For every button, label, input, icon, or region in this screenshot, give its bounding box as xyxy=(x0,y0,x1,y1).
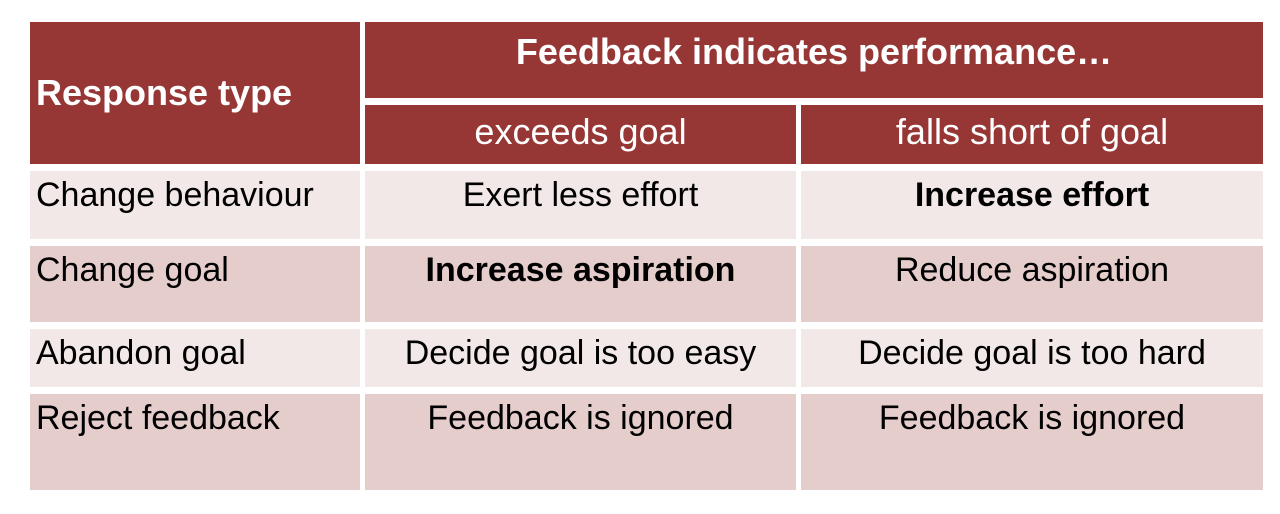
corner-header-response-type: Response type xyxy=(30,22,360,164)
cell-change-behaviour-falls-short: Increase effort xyxy=(801,171,1263,239)
cell-change-goal-exceeds: Increase aspiration xyxy=(365,246,796,322)
row-header-abandon-goal: Abandon goal xyxy=(30,329,360,387)
cell-change-goal-falls-short: Reduce aspiration xyxy=(801,246,1263,322)
cell-reject-feedback-exceeds: Feedback is ignored xyxy=(365,394,796,490)
column-header-exceeds-goal: exceeds goal xyxy=(365,105,796,164)
cell-reject-feedback-falls-short: Feedback is ignored xyxy=(801,394,1263,490)
column-header-falls-short-of-goal: falls short of goal xyxy=(801,105,1263,164)
cell-abandon-goal-falls-short: Decide goal is too hard xyxy=(801,329,1263,387)
cell-abandon-goal-exceeds: Decide goal is too easy xyxy=(365,329,796,387)
group-header-feedback-indicates-performance: Feedback indicates performance… xyxy=(365,22,1263,98)
cell-change-behaviour-exceeds: Exert less effort xyxy=(365,171,796,239)
feedback-response-table: Response type Feedback indicates perform… xyxy=(30,22,1263,490)
row-header-change-behaviour: Change behaviour xyxy=(30,171,360,239)
row-header-reject-feedback: Reject feedback xyxy=(30,394,360,490)
row-header-change-goal: Change goal xyxy=(30,246,360,322)
